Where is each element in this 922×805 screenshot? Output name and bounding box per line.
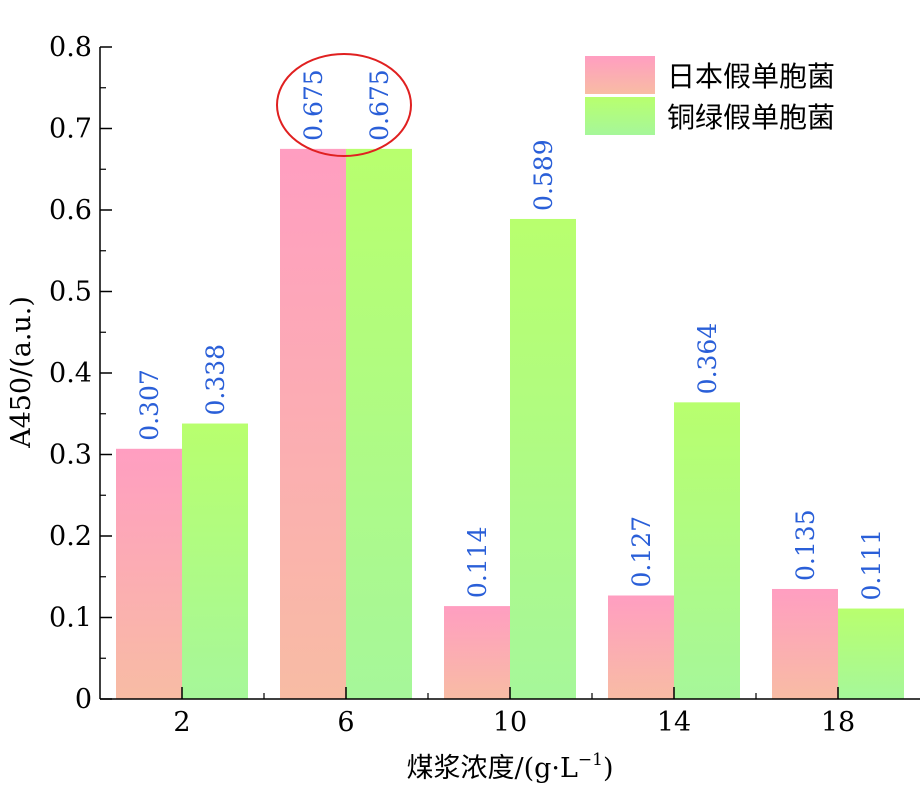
data-label-series1-10: 0.114 <box>463 527 492 599</box>
x-tick-label: 14 <box>657 707 691 738</box>
legend-swatch-series1 <box>585 56 655 94</box>
y-tick-label: 0.1 <box>49 603 92 634</box>
y-tick-label: 0.4 <box>49 358 92 389</box>
y-tick-label: 0.3 <box>49 440 92 471</box>
tick-labels: 0 0.1 0.2 0.3 0.4 0.5 0.6 0.7 0.8 2 6 10 14 18 <box>49 32 855 738</box>
y-axis-title: A450/(a.u.) <box>6 296 37 449</box>
x-tick-label: 10 <box>493 707 527 738</box>
data-label-series1-6: 0.675 <box>299 69 328 141</box>
x-tick-label: 2 <box>173 707 190 738</box>
legend-label-series1: 日本假单胞菌 <box>667 60 835 93</box>
legend-label-series2: 铜绿假单胞菌 <box>667 101 835 134</box>
bar-series1-18 <box>772 588 838 699</box>
x-tick-label: 6 <box>337 707 354 738</box>
bar-series1-2 <box>116 448 182 699</box>
y-tick-label: 0.7 <box>49 114 92 145</box>
x-tick-label: 18 <box>821 707 855 738</box>
bar-series1-14 <box>608 595 674 699</box>
data-label-series1-18: 0.135 <box>791 509 820 581</box>
bar-series2-10 <box>510 218 576 699</box>
data-label-series2-2: 0.338 <box>201 344 230 416</box>
x-axis-title: 煤浆浓度/(g·L−1) <box>406 750 613 784</box>
data-label-series2-6: 0.675 <box>365 69 394 141</box>
bars-layer <box>116 148 904 699</box>
bar-series1-10 <box>444 606 510 699</box>
data-label-series2-14: 0.364 <box>693 323 722 395</box>
y-tick-label: 0.6 <box>49 195 92 226</box>
highlight-ellipse <box>276 53 412 157</box>
bar-series2-18 <box>838 608 904 699</box>
highlight-layer <box>276 53 412 157</box>
data-label-series2-10: 0.589 <box>529 139 558 211</box>
y-tick-label: 0.8 <box>49 32 92 63</box>
bar-series2-2 <box>182 423 248 699</box>
data-label-series1-2: 0.307 <box>135 369 164 441</box>
data-label-series2-18: 0.111 <box>857 529 886 601</box>
bar-series2-6 <box>346 148 412 699</box>
axes <box>99 46 920 700</box>
y-tick-label: 0.2 <box>49 521 92 552</box>
legend-swatch-series2 <box>585 97 655 135</box>
bar-series1-6 <box>280 148 346 699</box>
data-labels-layer: 0.307 0.675 0.114 0.127 0.135 0.338 0.675 0.589… <box>135 69 886 600</box>
y-tick-label: 0.5 <box>49 277 92 308</box>
y-tick-label: 0 <box>75 684 92 715</box>
bar-series2-14 <box>674 402 740 699</box>
data-label-series1-14: 0.127 <box>627 516 656 588</box>
